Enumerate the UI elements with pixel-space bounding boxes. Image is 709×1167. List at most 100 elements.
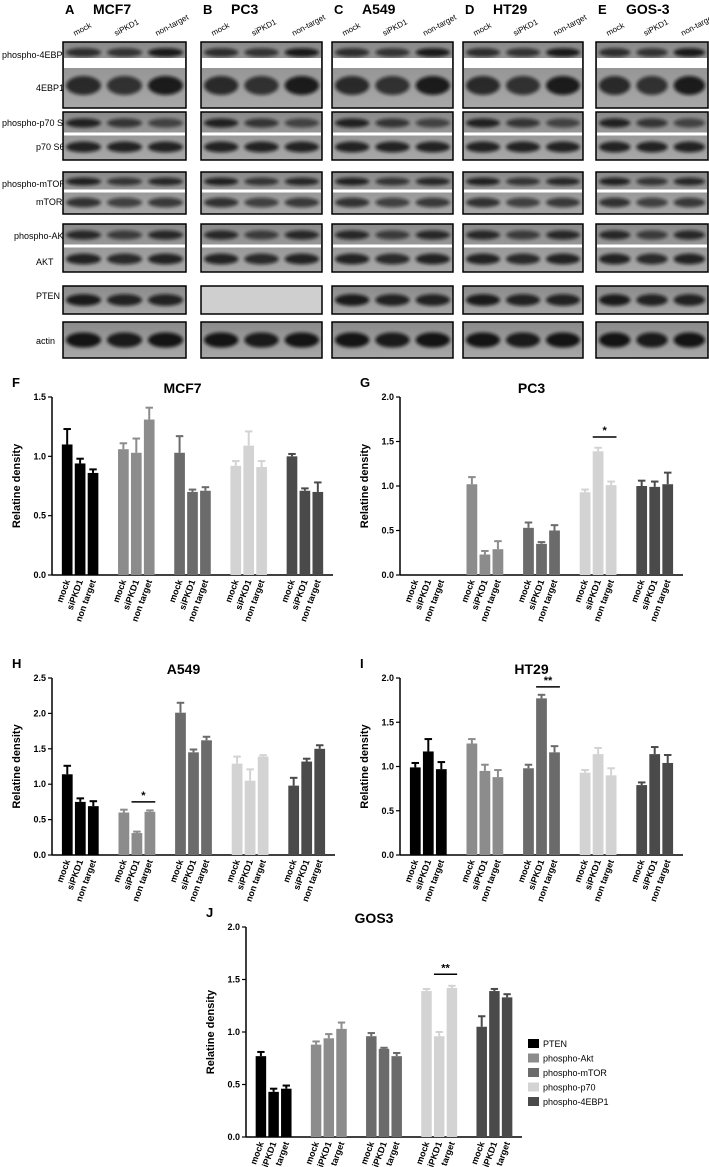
significance-label: ** <box>441 962 450 974</box>
bar-phospho-4ebp1-sipkd1 <box>489 991 500 1137</box>
blot-band <box>506 76 540 95</box>
blot-band <box>466 177 500 186</box>
blot-band <box>335 76 370 95</box>
bar-pten-non-target <box>87 806 99 855</box>
blot-band <box>107 197 142 208</box>
blot-band <box>546 76 580 95</box>
blot-strip-gap <box>464 189 582 193</box>
bar-phospho-mtor-non-target <box>549 752 560 855</box>
y-tick-label: 2.0 <box>381 392 394 402</box>
row-label-4EBP1: 4EBP1 <box>36 83 64 93</box>
blot-band <box>636 197 668 208</box>
blot-strip-gap <box>464 244 582 248</box>
lane-label-mock: mock <box>72 20 94 37</box>
blot-band <box>636 48 668 57</box>
lane-label-sipkd1: siPKD1 <box>381 17 409 38</box>
chart-title: A549 <box>167 661 201 677</box>
row-label-akt: AKT <box>36 257 54 267</box>
legend-label-phospho-4ebp1: phospho-4EBP1 <box>543 1097 609 1107</box>
bar-phospho-p70-mock <box>231 763 243 855</box>
blot-band <box>335 230 370 240</box>
bar-phospho-mtor-mock <box>366 1036 377 1137</box>
blot-title: MCF7 <box>93 1 131 17</box>
row-label-mtor: mTOR <box>36 197 63 207</box>
blot-band <box>599 332 631 348</box>
blot-band <box>673 141 705 153</box>
bar-phospho-akt-non-target <box>144 811 156 855</box>
blot-band <box>66 118 101 128</box>
blot-strip-gap <box>333 132 452 136</box>
blot-band <box>636 141 668 153</box>
bar-phospho-mtor-mock <box>174 452 185 575</box>
blot-band <box>335 197 370 208</box>
blot-band <box>66 294 101 306</box>
blot-band <box>599 197 631 208</box>
blot-band <box>673 230 705 240</box>
blot-band <box>415 118 451 128</box>
chart-title: MCF7 <box>163 380 201 396</box>
y-tick-label: 0.5 <box>33 511 46 521</box>
legend-swatch-phospho-4ebp1 <box>528 1097 539 1106</box>
y-tick-label: 1.0 <box>381 481 394 491</box>
blot-band <box>375 332 410 348</box>
blot-band <box>636 332 668 348</box>
blot-band <box>673 294 705 306</box>
blot-strip-gap <box>64 132 185 136</box>
lane-label-non-target: non-target <box>552 12 589 37</box>
lane-label-mock: mock <box>472 20 494 37</box>
bar-phospho-akt-non-target <box>143 419 155 575</box>
blot-band <box>506 118 540 128</box>
bar-phospho-akt-mock <box>118 812 130 855</box>
y-tick-label: 1.0 <box>381 762 394 772</box>
y-tick-label: 1.5 <box>227 975 240 985</box>
panel-letter: E <box>598 2 607 17</box>
chart-panel-letter: G <box>360 375 370 390</box>
blot-band <box>673 197 705 208</box>
panel-letter: B <box>203 2 212 17</box>
lane-label-mock: mock <box>341 20 363 37</box>
blot-band <box>636 76 668 95</box>
blot-strip-gap <box>202 132 321 136</box>
blot-band <box>466 332 500 348</box>
blot-band <box>673 253 705 265</box>
blot-band <box>148 48 183 57</box>
blot-band <box>335 294 370 306</box>
panel-letter: C <box>334 2 344 17</box>
blot-title: A549 <box>362 1 396 17</box>
chart-panel-letter: F <box>12 375 20 390</box>
blot-strip-gap <box>333 58 452 68</box>
bar-phospho-p70-non-target <box>605 775 617 855</box>
blot-strip-gap <box>202 58 321 68</box>
bar-phospho-akt-sipkd1 <box>323 1038 335 1137</box>
bar-phospho-4ebp1-non-target <box>314 748 326 855</box>
bar-phospho-4ebp1-non-target <box>501 997 513 1137</box>
y-tick-label: 0.5 <box>33 815 46 825</box>
blot-band <box>375 48 410 57</box>
y-axis-label: Relatine density <box>359 443 371 528</box>
blot-band <box>506 230 540 240</box>
bar-phospho-p70-mock <box>579 492 591 575</box>
blot-band <box>466 197 500 208</box>
blot-band <box>335 253 370 265</box>
bar-phospho-4ebp1-sipkd1 <box>649 754 661 855</box>
blot-membrane-empty <box>200 285 323 315</box>
bar-phospho-4ebp1-mock <box>288 785 300 855</box>
significance-label: * <box>602 425 607 437</box>
bar-pten-sipkd1 <box>268 1091 279 1137</box>
blot-strip-gap <box>464 132 582 136</box>
blot-band <box>148 118 183 128</box>
blot-band <box>375 253 410 265</box>
blot-band <box>375 294 410 306</box>
blot-band <box>546 141 580 153</box>
bar-phospho-p70-non-target <box>257 756 269 855</box>
blot-band <box>107 253 142 265</box>
blot-band <box>506 332 540 348</box>
bar-pten-mock <box>61 774 73 855</box>
lane-label-sipkd1: siPKD1 <box>113 17 141 38</box>
legend-swatch-phospho-p70 <box>528 1082 539 1092</box>
blot-band <box>244 48 279 57</box>
significance-label: * <box>141 790 146 802</box>
bar-phospho-akt-sipkd1 <box>479 770 491 855</box>
